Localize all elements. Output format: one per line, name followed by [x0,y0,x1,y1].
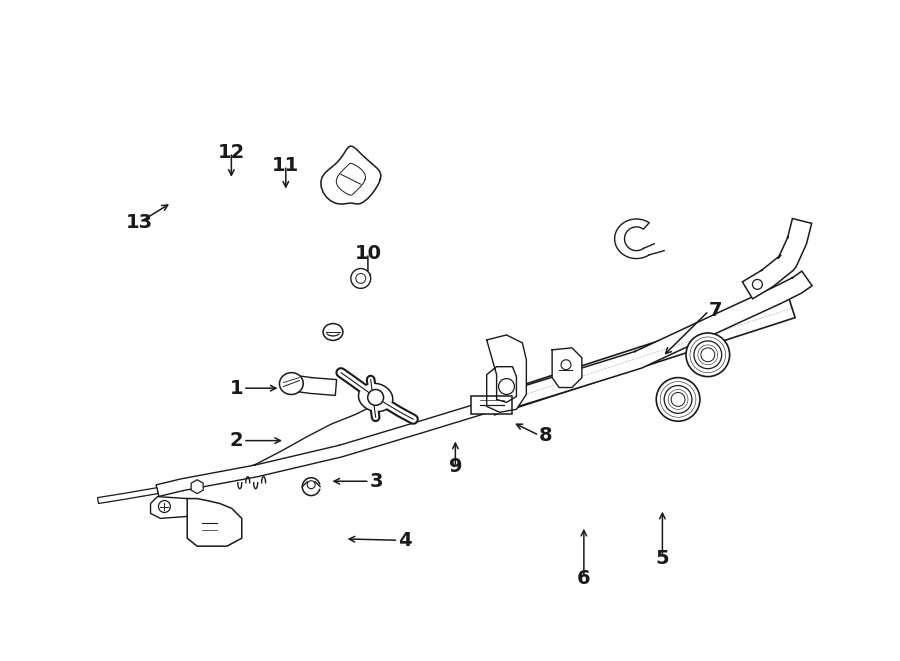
Polygon shape [489,271,812,414]
Circle shape [307,481,315,488]
Text: 6: 6 [577,568,590,588]
Circle shape [694,341,722,369]
Text: 12: 12 [218,143,245,162]
Polygon shape [487,335,526,412]
Circle shape [158,500,170,512]
Circle shape [561,360,571,369]
Ellipse shape [280,373,303,395]
Polygon shape [187,498,242,546]
Ellipse shape [323,323,343,340]
Circle shape [664,385,692,413]
Text: 2: 2 [230,431,243,450]
Text: 11: 11 [272,156,300,175]
Ellipse shape [358,383,392,412]
Circle shape [752,280,762,290]
Circle shape [656,377,700,421]
Text: 13: 13 [126,213,153,232]
Polygon shape [150,496,187,518]
Polygon shape [615,219,649,258]
Text: 10: 10 [355,244,382,262]
Polygon shape [295,375,337,395]
Circle shape [499,379,515,395]
Polygon shape [321,146,381,204]
Circle shape [356,274,365,284]
Text: 8: 8 [539,426,553,445]
Polygon shape [742,219,812,299]
Text: 5: 5 [655,549,670,568]
Text: 4: 4 [398,531,412,550]
Text: 9: 9 [448,457,462,477]
FancyBboxPatch shape [471,397,512,414]
Text: 3: 3 [370,472,383,490]
Text: 7: 7 [709,301,723,321]
Text: 1: 1 [230,379,243,398]
Polygon shape [489,299,796,415]
Circle shape [671,393,685,407]
Circle shape [368,389,383,405]
Polygon shape [156,400,493,496]
Polygon shape [97,488,158,504]
Polygon shape [552,348,582,387]
Circle shape [351,268,371,288]
Circle shape [686,333,730,377]
Polygon shape [191,480,203,494]
Circle shape [701,348,715,362]
